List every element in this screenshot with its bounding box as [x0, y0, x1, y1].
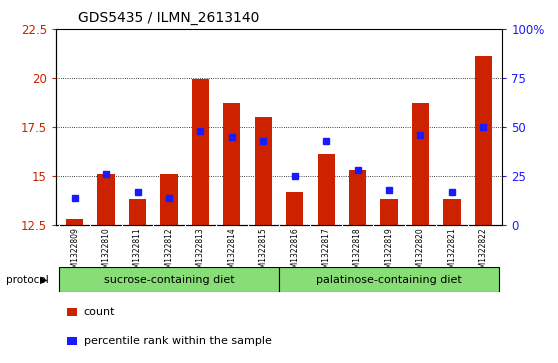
Text: GSM1322813: GSM1322813: [196, 227, 205, 278]
Text: GSM1322822: GSM1322822: [479, 227, 488, 278]
Bar: [66, 219, 83, 225]
Text: GSM1322811: GSM1322811: [133, 227, 142, 278]
Text: GSM1322819: GSM1322819: [384, 227, 393, 278]
Bar: [412, 102, 429, 225]
Bar: [443, 199, 460, 225]
Bar: [381, 199, 398, 225]
Text: GSM1322816: GSM1322816: [290, 227, 299, 278]
Bar: [318, 155, 335, 225]
Bar: [192, 79, 209, 225]
Text: GSM1322820: GSM1322820: [416, 227, 425, 278]
Text: percentile rank within the sample: percentile rank within the sample: [84, 336, 272, 346]
Text: GSM1322821: GSM1322821: [448, 227, 456, 278]
Text: ▶: ▶: [40, 274, 47, 285]
Text: GDS5435 / ILMN_2613140: GDS5435 / ILMN_2613140: [78, 11, 259, 25]
Bar: [129, 199, 146, 225]
Bar: [349, 170, 366, 225]
Text: count: count: [84, 307, 115, 317]
Bar: [279, 267, 499, 292]
Text: GSM1322815: GSM1322815: [259, 227, 268, 278]
Bar: [254, 117, 272, 225]
Bar: [59, 267, 279, 292]
Text: GSM1322817: GSM1322817: [321, 227, 331, 278]
Text: palatinose-containing diet: palatinose-containing diet: [316, 274, 462, 285]
Text: GSM1322810: GSM1322810: [102, 227, 110, 278]
Text: protocol: protocol: [6, 274, 49, 285]
Text: GSM1322809: GSM1322809: [70, 227, 79, 278]
Bar: [286, 192, 304, 225]
Bar: [160, 174, 177, 225]
Text: GSM1322814: GSM1322814: [227, 227, 237, 278]
Text: GSM1322818: GSM1322818: [353, 227, 362, 278]
Bar: [223, 102, 240, 225]
Text: sucrose-containing diet: sucrose-containing diet: [104, 274, 234, 285]
Bar: [98, 174, 115, 225]
Text: GSM1322812: GSM1322812: [165, 227, 174, 278]
Bar: [475, 57, 492, 225]
